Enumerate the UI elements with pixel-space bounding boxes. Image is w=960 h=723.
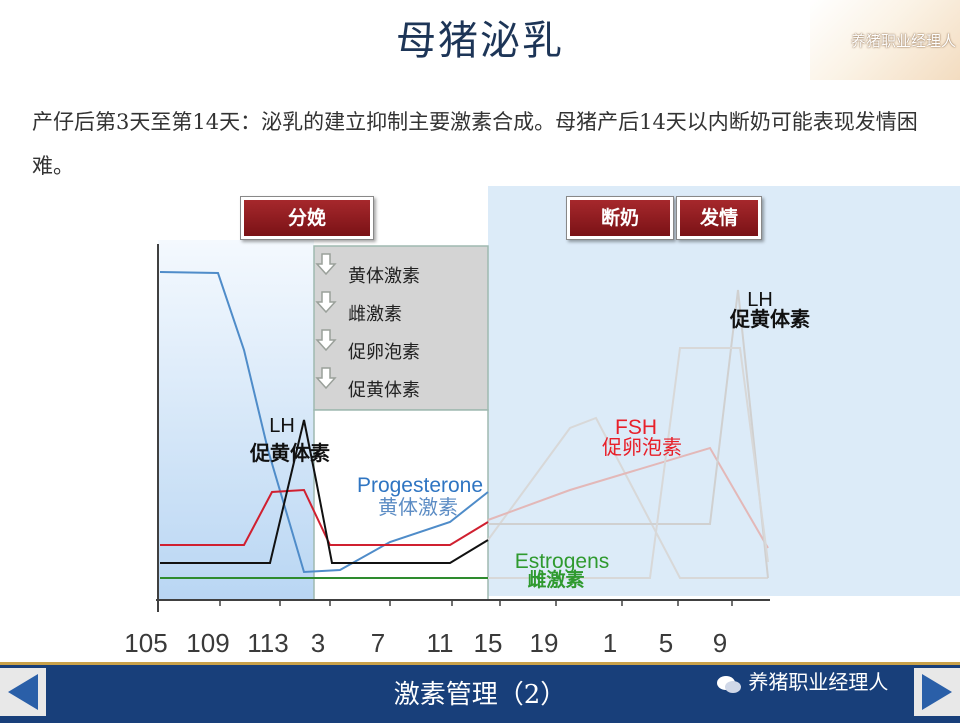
down-arrow-icon <box>315 367 337 390</box>
wechat-icon <box>717 675 741 693</box>
fsh-label-cn: 促卵泡素 <box>602 435 682 459</box>
intro-text: 产仔后第3天至第14天：泌乳的建立抑制主要激素合成。母猪产后14天以内断奶可能表… <box>32 110 918 178</box>
estrus-label: 发情 <box>676 196 762 240</box>
fsh-label-en: FSH <box>615 416 657 439</box>
page-title: 母猪泌乳 <box>396 18 564 64</box>
corner-brand-text: 养猪职业经理人 <box>850 32 956 50</box>
x-tick-label: 19 <box>530 628 559 658</box>
down-arrow-icon <box>315 329 337 352</box>
x-tick-label: 3 <box>311 628 325 658</box>
x-tick-label: 5 <box>659 628 673 658</box>
corner-brand-banner <box>810 0 960 80</box>
pregnancy-region <box>158 240 314 600</box>
lh-label-cn-2: 促黄体素 <box>729 307 810 331</box>
footer-bar <box>0 662 960 723</box>
x-tick-label: 113 <box>247 628 288 658</box>
weaning-label: 断奶 <box>566 196 674 240</box>
lh-label-en: LH <box>269 415 295 437</box>
x-tick-label: 109 <box>186 628 229 658</box>
estrogens-label-en: Estrogens <box>515 550 610 573</box>
right-arrow-icon <box>922 674 952 710</box>
progesterone-label-en: Progesterone <box>357 474 483 497</box>
x-tick-label: 11 <box>427 628 454 658</box>
prev-slide-button[interactable] <box>0 668 46 716</box>
footer-brand-text: 养猪职业经理人 <box>748 670 889 694</box>
down-arrow-icon <box>315 291 337 314</box>
faded-curve-1 <box>487 416 768 579</box>
lh-label-en-2: LH <box>747 289 773 311</box>
suppressed-hormones-box <box>313 245 489 411</box>
next-slide-button[interactable] <box>914 668 960 716</box>
estrogens-label-cn: 雌激素 <box>527 568 584 591</box>
suppressed-hormone-item: 促卵泡素 <box>348 342 420 363</box>
x-tick-marks <box>157 600 733 606</box>
farrowing-label: 分娩 <box>240 196 374 240</box>
down-arrow-icon <box>315 253 337 276</box>
post-weaning-region <box>488 186 960 596</box>
progesterone-label-cn: 黄体激素 <box>378 495 458 519</box>
suppressed-hormone-item: 黄体激素 <box>348 266 420 287</box>
x-tick-label: 7 <box>371 628 385 658</box>
lh-label-cn: 促黄体素 <box>249 441 330 465</box>
x-tick-label: 1 <box>603 628 617 658</box>
suppressed-hormone-item: 雌激素 <box>348 304 402 325</box>
x-tick-label: 15 <box>474 628 503 658</box>
fsh-curve <box>160 488 489 546</box>
x-tick-labels: 105 109 113 3 7 11 15 19 1 5 9 <box>124 628 727 658</box>
x-tick-label: 105 <box>124 628 167 658</box>
faded-curve-2 <box>488 347 769 579</box>
footer-brand: 养猪职业经理人 <box>716 666 888 695</box>
suppressed-hormone-item: 促黄体素 <box>348 380 420 401</box>
faded-lh-curve <box>488 289 769 579</box>
faded-fsh-curve <box>487 446 769 549</box>
left-arrow-icon <box>8 674 38 710</box>
lh-curve <box>160 419 489 564</box>
progesterone-curve <box>159 271 489 574</box>
footer-title: 激素管理（2） <box>393 680 567 710</box>
x-tick-label: 9 <box>713 628 727 658</box>
